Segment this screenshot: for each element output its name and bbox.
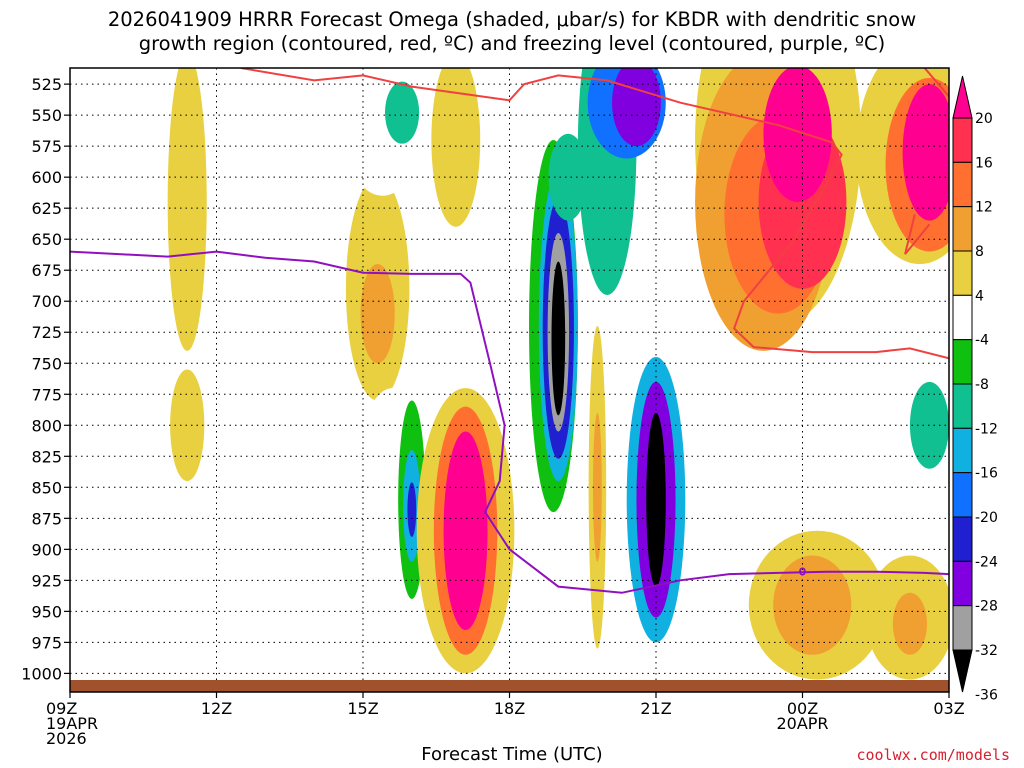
colorbar-swatch	[952, 472, 973, 518]
colorbar-label: -28	[975, 599, 998, 615]
omega-cell	[593, 412, 602, 562]
omega-shading	[167, 68, 949, 680]
y-tick-label: 575	[31, 137, 62, 156]
colorbar-label: 20	[975, 111, 993, 127]
omega-cell	[548, 133, 588, 221]
y-tick-label: 600	[31, 168, 62, 187]
title-line-2: growth region (contoured, red, ºC) and f…	[138, 32, 886, 55]
dendritic-growth-contour	[240, 68, 949, 360]
grid-lines	[70, 68, 949, 692]
freezing-level-label: 0	[799, 566, 807, 579]
colorbar-label: -20	[975, 510, 998, 526]
omega-cell	[211, 431, 232, 506]
colorbar-swatch	[952, 383, 973, 429]
x-tick-label: 18Z	[494, 699, 525, 718]
colorbar-swatch	[952, 427, 973, 474]
y-tick-label: 525	[31, 75, 62, 94]
colorbar-swatch	[952, 117, 973, 163]
colorbar-label: -16	[975, 466, 998, 482]
y-tick-label: 675	[31, 261, 62, 280]
omega-cell	[551, 261, 566, 416]
x-tick-label: 15Z	[347, 699, 378, 718]
colorbar-label: -12	[975, 421, 998, 437]
chart-title: 2026041909 HRRR Forecast Omega (shaded, …	[0, 8, 1024, 56]
y-tick-label: 550	[31, 106, 62, 125]
colorbar-top-arrow	[952, 75, 973, 119]
colorbar-label: 12	[975, 200, 993, 216]
colorbar-label: 8	[975, 244, 984, 260]
omega-cell	[443, 431, 488, 630]
colorbar-label: 4	[975, 288, 984, 304]
colorbar-label: 16	[975, 155, 993, 171]
y-tick-label: 925	[31, 571, 62, 590]
y-tick-label: 775	[31, 385, 62, 404]
colorbar-swatch	[952, 294, 973, 341]
x-tick-label: 12Z	[201, 699, 232, 718]
omega-cell	[763, 68, 832, 202]
colorbar-swatch	[952, 161, 973, 208]
dendritic-growth-contour-vee	[904, 214, 931, 255]
terrain-ground	[70, 680, 949, 692]
y-tick-label: 975	[31, 633, 62, 652]
colorbar-label: -24	[975, 554, 998, 570]
y-tick-label: 1000	[21, 664, 62, 683]
colorbar-swatch	[952, 605, 973, 651]
colorbar-swatch	[952, 560, 973, 607]
omega-cell	[773, 555, 852, 655]
x-tick-label: 03Z	[933, 699, 964, 718]
y-tick-label: 875	[31, 509, 62, 528]
y-tick-label: 650	[31, 230, 62, 249]
y-tick-label: 700	[31, 292, 62, 311]
colorbar-label: -8	[975, 377, 989, 393]
omega-cell	[431, 68, 481, 227]
y-tick-label: 825	[31, 447, 62, 466]
x-tick-label: 21Z	[640, 699, 671, 718]
freezing-level-contour	[70, 250, 949, 594]
colorbar-swatch	[952, 339, 973, 385]
omega-cell	[384, 81, 420, 144]
y-tick-label: 750	[31, 354, 62, 373]
colorbar-swatch	[952, 206, 973, 252]
omega-cell	[646, 412, 666, 587]
omega-cell	[902, 84, 949, 221]
title-line-1: 2026041909 HRRR Forecast Omega (shaded, …	[107, 8, 917, 31]
omega-cell	[287, 164, 332, 265]
colorbar-label: -4	[975, 333, 989, 349]
x-tick-label: 2026	[46, 729, 87, 748]
x-tick-label: 20APR	[776, 714, 828, 733]
omega-cell	[309, 394, 339, 531]
colorbar-label: -32	[975, 643, 998, 659]
y-tick-label: 800	[31, 416, 62, 435]
omega-cell	[170, 369, 205, 482]
omega-cell	[167, 68, 207, 351]
omega-cell	[892, 592, 928, 655]
y-tick-label: 725	[31, 323, 62, 342]
y-tick-label: 950	[31, 602, 62, 621]
dendritic-growth-contour-right	[923, 68, 949, 98]
omega-cell	[407, 482, 417, 537]
omega-cell	[360, 264, 395, 364]
x-axis-label: Forecast Time (UTC)	[421, 744, 603, 765]
colorbar-swatch	[952, 250, 973, 296]
y-tick-label: 900	[31, 540, 62, 559]
y-axis-ticks: 525 550 575 600 625 650 675 700 725 750 775 800 825 8…	[21, 75, 70, 683]
colorbar-label: -36	[975, 687, 998, 703]
y-tick-label: 625	[31, 199, 62, 218]
omega-cell	[612, 68, 661, 147]
x-tick-label: 19APR	[46, 714, 98, 733]
contour-lines: 0	[70, 68, 949, 594]
x-tick-label: 00Z	[787, 699, 818, 718]
colorbar: 20 16 12 8 4 -4 -8 -12 -16 -20 -24 -28 -32 -36	[952, 75, 998, 703]
colorbar-bottom-arrow	[952, 649, 973, 693]
y-tick-label: 850	[31, 478, 62, 497]
x-tick-label: 09Z	[46, 699, 77, 718]
site-credit: coolwx.com/models	[856, 746, 1010, 764]
colorbar-swatch	[952, 516, 973, 562]
